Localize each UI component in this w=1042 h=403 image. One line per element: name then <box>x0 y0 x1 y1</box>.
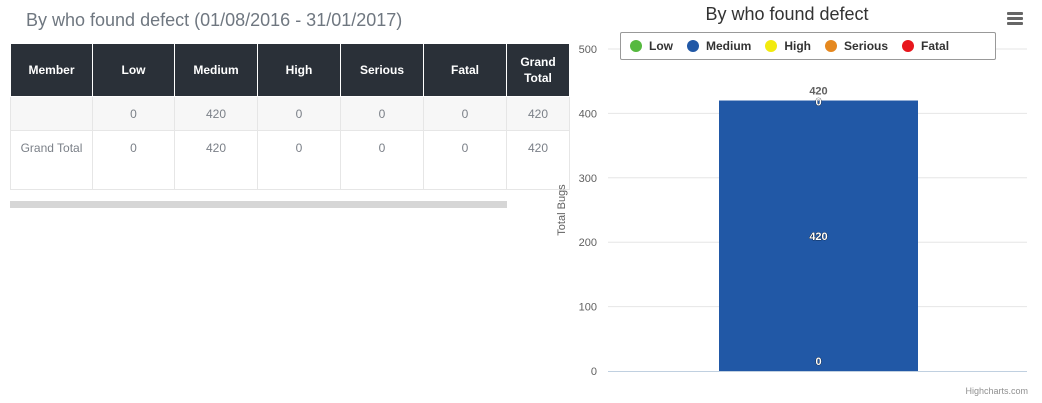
y-tick-label: 0 <box>591 366 597 378</box>
legend-label: Low <box>649 39 673 53</box>
data-label: 0 <box>815 97 821 109</box>
table-cell: 420 <box>174 96 258 131</box>
legend-item-medium[interactable]: Medium <box>687 39 751 53</box>
legend-swatch-icon <box>765 40 778 52</box>
table-row: 0 420 0 0 0 420 <box>10 96 570 131</box>
data-label: 420 <box>809 231 827 243</box>
column-header-fatal[interactable]: Fatal <box>423 43 507 97</box>
legend-swatch-icon <box>825 40 838 52</box>
column-header-low[interactable]: Low <box>92 43 175 97</box>
hamburger-menu-icon[interactable] <box>1007 12 1023 26</box>
table-cell: 0 <box>257 130 341 190</box>
bar-segment-medium <box>719 100 918 372</box>
column-header-serious[interactable]: Serious <box>340 43 424 97</box>
table-row-grand-total: Grand Total 0 420 0 0 0 420 <box>10 130 570 190</box>
highcharts-credits-link[interactable]: Highcharts.com <box>965 386 1028 396</box>
chart-panel: 0 100 200 300 400 500 Total Bugs 420 0 420 0 By wh… <box>540 0 1042 403</box>
table-cell: 0 <box>340 130 424 190</box>
y-tick-label: 300 <box>579 173 597 185</box>
table-cell: 0 <box>423 96 507 131</box>
y-tick-label: 400 <box>579 108 597 120</box>
table-cell: 0 <box>92 96 175 131</box>
y-axis-title: Total Bugs <box>556 184 568 236</box>
y-tick-label: 100 <box>579 302 597 314</box>
column-header-member[interactable]: Member <box>10 43 93 97</box>
chart-legend: Low Medium High Serious Fatal <box>620 32 996 60</box>
table-cell <box>10 96 93 131</box>
legend-swatch-icon <box>687 40 699 52</box>
legend-label: High <box>784 39 812 53</box>
table-cell: 420 <box>506 130 570 190</box>
table-cell: 0 <box>340 96 424 131</box>
y-tick-label: 500 <box>579 44 597 56</box>
stack-total-label: 420 <box>809 86 827 98</box>
legend-item-fatal[interactable]: Fatal <box>902 39 949 53</box>
y-tick-label: 200 <box>579 237 597 249</box>
page-title: By who found defect (01/08/2016 - 31/01/… <box>26 10 403 30</box>
report-panel: By who found defect (01/08/2016 - 31/01/… <box>10 0 570 208</box>
chart-title: By who found defect <box>705 4 869 24</box>
table-header-row: Member Low Medium High Serious Fatal Gra… <box>10 43 570 97</box>
table-cell: Grand Total <box>10 130 93 190</box>
legend-swatch-icon <box>902 40 915 52</box>
table-cell: 0 <box>257 96 341 131</box>
column-header-grand-total[interactable]: Grand Total <box>506 43 570 97</box>
defect-table: Member Low Medium High Serious Fatal Gra… <box>10 43 570 190</box>
table-cell: 0 <box>423 130 507 190</box>
legend-item-high[interactable]: High <box>765 39 811 53</box>
table-cell: 420 <box>174 130 258 190</box>
legend-item-serious[interactable]: Serious <box>825 39 888 53</box>
column-header-medium[interactable]: Medium <box>174 43 258 97</box>
column-header-high[interactable]: High <box>257 43 341 97</box>
horizontal-scrollbar[interactable] <box>10 201 507 208</box>
legend-item-low[interactable]: Low <box>630 39 673 53</box>
legend-swatch-icon <box>630 40 642 52</box>
table-cell: 0 <box>92 130 175 190</box>
legend-label: Fatal <box>921 39 950 53</box>
legend-label: Serious <box>844 39 889 53</box>
table-cell: 420 <box>506 96 570 131</box>
data-label: 0 <box>815 356 821 368</box>
legend-label: Medium <box>706 39 752 53</box>
